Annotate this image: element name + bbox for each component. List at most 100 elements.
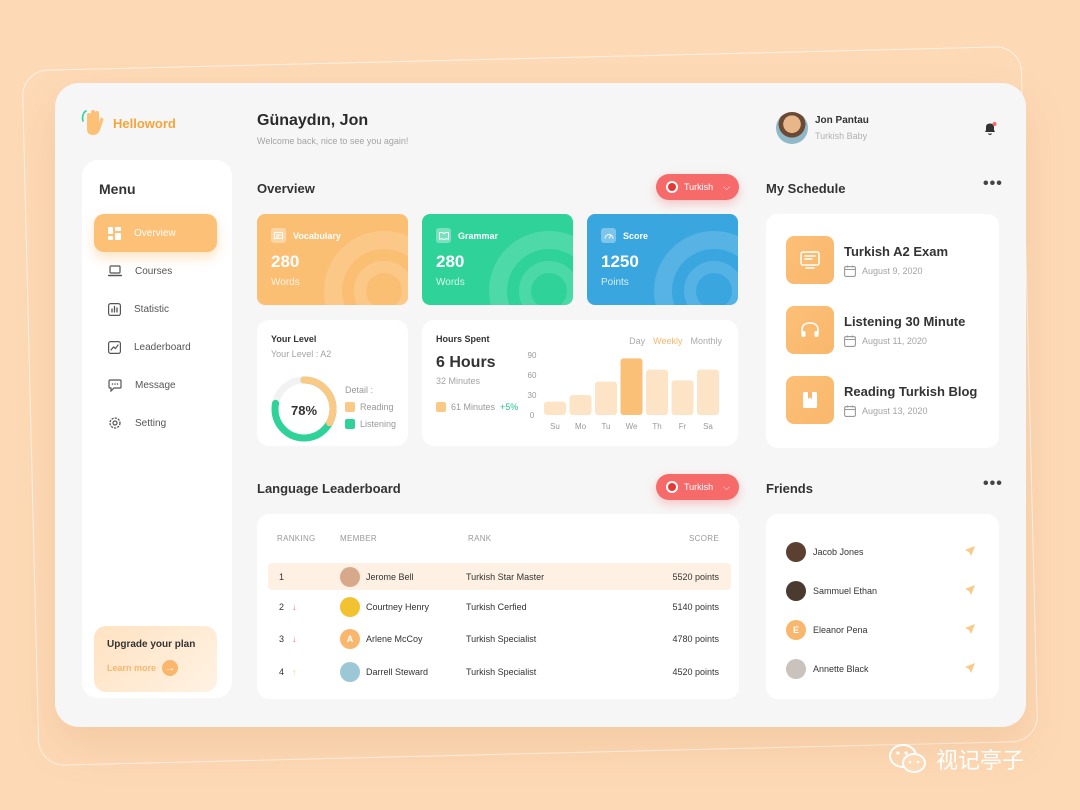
send-icon[interactable]	[964, 584, 976, 596]
sidebar-item-setting[interactable]: Setting	[94, 404, 217, 442]
sidebar-item-statistic[interactable]: Statistic	[94, 290, 217, 328]
stat-label: Vocabulary	[293, 230, 341, 241]
column-header-member: MEMBER	[340, 534, 377, 543]
x-tick-label: Mo	[575, 422, 587, 431]
column-header-score: SCORE	[689, 534, 719, 543]
send-icon[interactable]	[964, 623, 976, 635]
language-select-leaderboard[interactable]: Turkish ⌵	[656, 474, 739, 500]
avatar	[786, 542, 806, 562]
y-tick-label: 30	[528, 391, 537, 400]
sidebar-item-label: Leaderboard	[134, 341, 191, 353]
avatar	[340, 566, 360, 587]
arrow-up-icon: ↑	[292, 666, 297, 677]
minutes-label: 61 Minutes	[451, 402, 496, 412]
waving-hand-icon	[81, 110, 104, 135]
bell-icon[interactable]	[983, 121, 997, 136]
book-icon	[786, 376, 834, 424]
chat-icon	[108, 378, 122, 392]
app-window: Helloword Menu Overview Courses Statisti…	[55, 83, 1026, 727]
schedule-item[interactable]: Listening 30 Minute August 11, 2020	[786, 306, 965, 354]
member-score: 4780 points	[672, 633, 719, 644]
level-panel: Your Level Your Level : A2 78% Detail : …	[257, 320, 408, 446]
sidebar-item-leaderboard[interactable]: Leaderboard	[94, 328, 217, 366]
score-card[interactable]: Score 1250 Points	[587, 214, 738, 305]
bar-fr[interactable]	[671, 380, 694, 415]
stat-value: 280	[436, 252, 465, 271]
wechat-icon	[889, 744, 926, 773]
calendar-icon	[844, 335, 856, 347]
column-header-ranking: RANKING	[277, 534, 316, 543]
sidebar-item-overview[interactable]: Overview	[94, 214, 217, 252]
send-icon[interactable]	[964, 662, 976, 674]
brand-logo[interactable]: Helloword	[81, 109, 176, 137]
learn-more-link[interactable]: Learn more →	[107, 660, 204, 676]
schedule-item-title: Listening 30 Minute	[844, 313, 966, 329]
vocabulary-card[interactable]: Vocabulary 280 Words	[257, 214, 408, 305]
friend-item[interactable]: E Eleanor Pena	[786, 619, 976, 641]
bar-su[interactable]	[544, 401, 566, 415]
leaderboard-title: Language Leaderboard	[257, 481, 401, 496]
send-icon[interactable]	[964, 545, 976, 557]
friend-item[interactable]: Annette Black	[786, 658, 976, 680]
sidebar-item-courses[interactable]: Courses	[94, 252, 217, 290]
greeting: Günaydın, Jon Welcome back, nice to see …	[257, 112, 408, 146]
more-icon[interactable]: •••	[983, 475, 1003, 492]
table-row[interactable]: 2 ↓ Courtney Henry Turkish Cerfied 5140 p…	[268, 593, 731, 620]
member-name: Arlene McCoy	[366, 633, 423, 644]
language-select-overview[interactable]: Turkish ⌵	[656, 174, 739, 200]
sidebar-item-label: Statistic	[134, 303, 170, 315]
chevron-down-icon: ⌵	[723, 481, 730, 492]
rank-position: 3	[279, 633, 285, 644]
bar-we[interactable]	[620, 358, 643, 415]
legend-swatch	[345, 419, 355, 429]
language-label: Turkish	[684, 482, 714, 492]
hours-panel: Hours Spent Day Weekly Monthly 6 Hours 3…	[422, 320, 738, 446]
schedule-item-date: August 9, 2020	[862, 265, 923, 276]
calendar-icon	[844, 265, 856, 277]
arrow-down-icon: ↓	[292, 633, 297, 644]
user-profile[interactable]: Jon Pantau Turkish Baby	[776, 112, 869, 144]
sidebar-item-label: Courses	[135, 265, 173, 277]
overview-title: Overview	[257, 181, 315, 196]
x-tick-label: Sa	[703, 422, 713, 431]
page-title: Günaydın, Jon	[257, 112, 369, 129]
table-row[interactable]: 4 ↑ Darrell Steward Turkish Specialist 45…	[268, 658, 731, 685]
laptop-icon	[108, 265, 122, 277]
y-tick-label: 60	[528, 371, 537, 380]
bar-th[interactable]	[646, 369, 668, 415]
table-row[interactable]: 1 Jerome Bell Turkish Star Master 5520 p…	[268, 563, 731, 590]
sidebar-item-message[interactable]: Message	[94, 366, 217, 404]
friend-name: Eleanor Pena	[813, 625, 868, 635]
friend-item[interactable]: Jacob Jones	[786, 541, 976, 563]
schedule-item[interactable]: Turkish A2 Exam August 9, 2020	[786, 236, 948, 284]
grammar-card[interactable]: Grammar 280 Words	[422, 214, 573, 305]
tab-monthly[interactable]: Monthly	[690, 336, 722, 346]
level-title: Your Level	[271, 334, 317, 344]
tab-day[interactable]: Day	[629, 336, 646, 346]
bar-sa[interactable]	[697, 369, 719, 415]
table-row[interactable]: 3 ↓ A Arlene McCoy Turkish Specialist 4780…	[268, 625, 731, 652]
upgrade-title: Upgrade your plan	[107, 639, 196, 650]
bar-mo[interactable]	[569, 395, 592, 415]
brand-name: Helloword	[113, 115, 176, 131]
bar-tu[interactable]	[595, 381, 617, 415]
x-tick-label: We	[626, 422, 638, 431]
sidebar-item-label: Message	[135, 379, 176, 391]
y-tick-label: 90	[528, 351, 537, 360]
detail-label: Detail :	[345, 385, 374, 395]
avatar: A	[340, 628, 360, 649]
more-icon[interactable]: •••	[983, 175, 1003, 192]
leaderboard-table: RANKING MEMBER RANK SCORE 1 Jerome Bell …	[257, 514, 739, 699]
arrow-down-icon: ↓	[292, 601, 297, 612]
stat-label: Score	[623, 230, 649, 241]
schedule-panel: Turkish A2 Exam August 9, 2020 Listening…	[766, 214, 999, 448]
x-tick-label: Fr	[679, 422, 687, 431]
tab-weekly[interactable]: Weekly	[653, 336, 683, 346]
sidebar-item-label: Setting	[135, 417, 167, 429]
friend-name: Sammuel Ethan	[813, 586, 878, 596]
schedule-item[interactable]: Reading Turkish Blog August 13, 2020	[786, 376, 977, 424]
schedule-item-date: August 13, 2020	[862, 405, 928, 416]
friend-item[interactable]: Sammuel Ethan	[786, 580, 976, 602]
sidebar: Menu Overview Courses Statistic Leaderbo…	[82, 160, 232, 698]
vocabulary-icon	[271, 228, 286, 243]
